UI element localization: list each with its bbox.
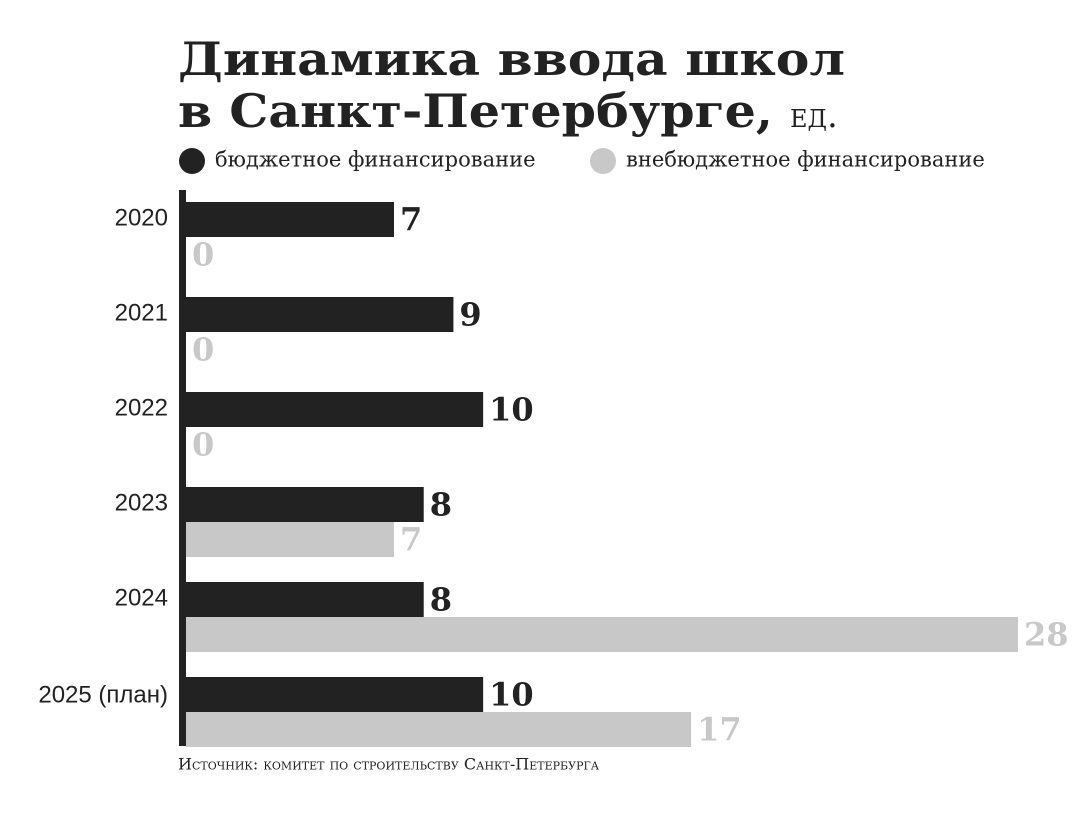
unit-label: ед. — [790, 96, 838, 136]
value-label: 8 — [430, 581, 452, 619]
y-tick-label: 2025 (план) — [38, 681, 168, 708]
value-label: 8 — [430, 486, 452, 524]
value-label: 10 — [489, 391, 534, 429]
bar — [186, 677, 484, 712]
y-tick-label: 2023 — [115, 489, 168, 516]
value-label: 7 — [400, 201, 422, 239]
value-label: 0 — [192, 331, 214, 369]
value-label: 17 — [697, 711, 742, 749]
chart-title: в Санкт-Петербурге, — [178, 84, 773, 138]
bar — [186, 522, 394, 557]
value-label: 10 — [489, 676, 534, 714]
value-label: 0 — [192, 426, 214, 464]
bar — [186, 392, 484, 427]
bar — [186, 712, 692, 747]
source: Источник: комитет по строительству Санкт… — [178, 755, 600, 774]
bar — [186, 297, 454, 332]
value-label: 9 — [459, 296, 481, 334]
bar — [186, 617, 1018, 652]
y-tick-label: 2022 — [115, 394, 168, 421]
chart-title: Динамика ввода школ — [178, 32, 845, 86]
bar — [186, 582, 424, 617]
y-tick-label: 2021 — [115, 299, 168, 326]
bar — [186, 487, 424, 522]
legend-marker — [179, 148, 205, 174]
legend-label: внебюджетное финансирование — [626, 148, 985, 172]
bar — [186, 202, 394, 237]
axis-line — [179, 190, 186, 746]
value-label: 28 — [1024, 616, 1069, 654]
y-tick-label: 2024 — [115, 584, 168, 611]
legend-label: бюджетное финансирование — [215, 148, 536, 172]
legend-marker — [590, 148, 616, 174]
value-label: 7 — [400, 521, 422, 559]
y-tick-label: 2020 — [115, 204, 168, 231]
value-label: 0 — [192, 236, 214, 274]
